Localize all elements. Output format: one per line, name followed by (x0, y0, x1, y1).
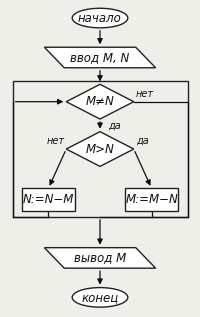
Polygon shape (66, 84, 134, 119)
FancyBboxPatch shape (22, 189, 75, 210)
Polygon shape (44, 248, 156, 268)
Text: M:=M−N: M:=M−N (125, 193, 178, 206)
Text: вывод M: вывод M (74, 251, 126, 264)
Polygon shape (66, 132, 134, 166)
Text: M≠N: M≠N (86, 95, 114, 108)
Text: начало: начало (78, 11, 122, 24)
Ellipse shape (72, 288, 128, 307)
Text: M>N: M>N (86, 143, 114, 156)
Text: да: да (136, 136, 149, 146)
Text: ввод M, N: ввод M, N (70, 51, 130, 64)
Text: нет: нет (136, 88, 154, 99)
FancyBboxPatch shape (125, 189, 178, 210)
Text: нет: нет (46, 136, 64, 146)
Text: да: да (108, 120, 121, 130)
Text: N:=N−M: N:=N−M (23, 193, 74, 206)
Ellipse shape (72, 8, 128, 28)
Polygon shape (44, 47, 156, 68)
Text: конец: конец (81, 291, 119, 304)
